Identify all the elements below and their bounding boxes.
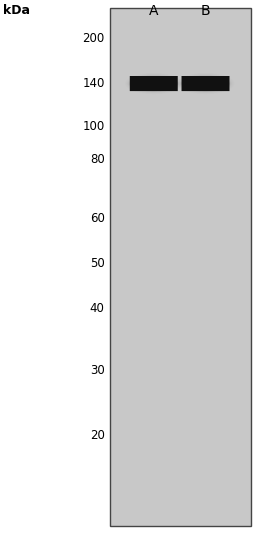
Ellipse shape: [194, 80, 218, 87]
Ellipse shape: [199, 81, 211, 86]
Ellipse shape: [130, 76, 178, 91]
Ellipse shape: [151, 82, 157, 85]
Ellipse shape: [180, 75, 231, 92]
Ellipse shape: [129, 75, 179, 92]
Text: 40: 40: [90, 302, 104, 315]
Ellipse shape: [145, 81, 163, 86]
FancyBboxPatch shape: [110, 8, 251, 526]
Text: 50: 50: [90, 257, 104, 270]
Ellipse shape: [136, 78, 172, 89]
Ellipse shape: [190, 79, 220, 88]
Ellipse shape: [185, 77, 227, 90]
Text: 30: 30: [90, 364, 104, 377]
Text: 100: 100: [82, 120, 104, 133]
Ellipse shape: [202, 82, 209, 85]
Ellipse shape: [148, 81, 160, 86]
Text: kDa: kDa: [3, 4, 30, 17]
FancyBboxPatch shape: [130, 76, 178, 91]
Ellipse shape: [139, 79, 169, 88]
Ellipse shape: [142, 80, 166, 87]
FancyBboxPatch shape: [182, 76, 229, 91]
Text: 200: 200: [82, 32, 104, 45]
Text: B: B: [201, 4, 210, 18]
Text: 20: 20: [90, 429, 104, 442]
Ellipse shape: [133, 77, 175, 90]
Ellipse shape: [197, 81, 215, 86]
Ellipse shape: [188, 78, 223, 89]
Text: A: A: [149, 4, 158, 18]
Text: 80: 80: [90, 153, 104, 165]
Ellipse shape: [182, 76, 229, 91]
Ellipse shape: [128, 75, 180, 92]
Text: 60: 60: [90, 212, 104, 225]
Ellipse shape: [180, 75, 230, 92]
Text: 140: 140: [82, 77, 104, 90]
